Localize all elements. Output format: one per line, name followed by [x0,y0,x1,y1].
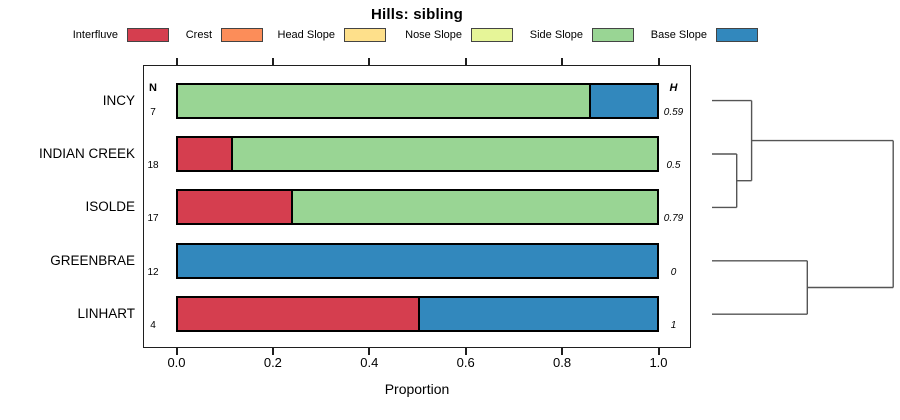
bar-segment [178,298,418,331]
axis-tick [271,58,274,65]
axis-tick-label: 0.4 [360,355,379,370]
h-value: 0.79 [663,213,684,225]
legend-label: Nose Slope [405,29,462,41]
legend-item: Crest [62,28,263,42]
row-label: INDIAN CREEK [38,146,135,161]
legend-swatch [592,28,634,42]
n-value: 7 [150,106,156,118]
axis-tick [464,348,467,355]
axis-tick-label: 1.0 [649,355,668,370]
bar-segment [290,191,657,224]
axis-tick [368,58,371,65]
h-value: 0 [670,266,677,278]
legend-label: Side Slope [529,29,583,41]
h-value: 1 [670,320,677,332]
row-label: ISOLDE [85,199,135,215]
legend-swatch [221,28,263,42]
legend-label: Head Slope [277,29,336,41]
legend-label: Crest [185,29,212,41]
bar-row [176,296,659,333]
n-column-header: N [149,82,157,94]
legend-item: Head Slope [185,28,386,42]
legend-label: Interfluve [72,29,118,41]
axis-tick [464,58,467,65]
bar-row [176,189,659,226]
h-value: 0.59 [663,106,684,118]
legend-label: Base Slope [650,29,707,41]
legend-swatch [716,28,758,42]
bar-segment [178,191,291,224]
legend-item: Interfluve [0,28,169,42]
axis-tick [657,348,660,355]
chart-title: Hills: sibling [371,6,463,23]
bar-row [176,82,659,119]
h-value: 0.5 [666,160,681,171]
legend-item: Nose Slope [312,28,513,42]
bar-segment [178,84,589,117]
axis-tick [561,58,564,65]
n-value: 17 [147,213,159,225]
bar-segment [417,298,657,331]
bar-segment [231,138,657,170]
h-column-header: H [669,82,678,94]
row-label: GREENBRAE [50,252,135,268]
axis-tick [271,348,274,355]
bar-segment [588,84,657,117]
legend-swatch [471,28,513,42]
axis-tick-label: 0.2 [263,355,282,370]
row-label: INCY [102,92,135,108]
row-label: LINHART [77,306,135,322]
legend-item: Side Slope [433,28,634,42]
legend-swatch [127,28,169,42]
axis-tick-label: 0.0 [167,355,186,370]
axis-tick [561,348,564,355]
axis-tick [175,348,178,355]
bar-row [176,136,659,172]
bar-segment [178,244,657,277]
n-value: 12 [147,266,159,278]
x-axis-title: Proportion [384,381,450,397]
legend-swatch [344,28,386,42]
axis-tick [657,58,660,65]
bar-row [176,242,659,279]
bar-segment [178,138,232,170]
axis-tick [368,348,371,355]
axis-tick [175,58,178,65]
axis-tick-label: 0.6 [456,355,475,370]
n-value: 4 [150,320,156,332]
n-value: 18 [147,160,159,171]
axis-tick-label: 0.8 [553,355,572,370]
legend-item: Base Slope [557,28,758,42]
